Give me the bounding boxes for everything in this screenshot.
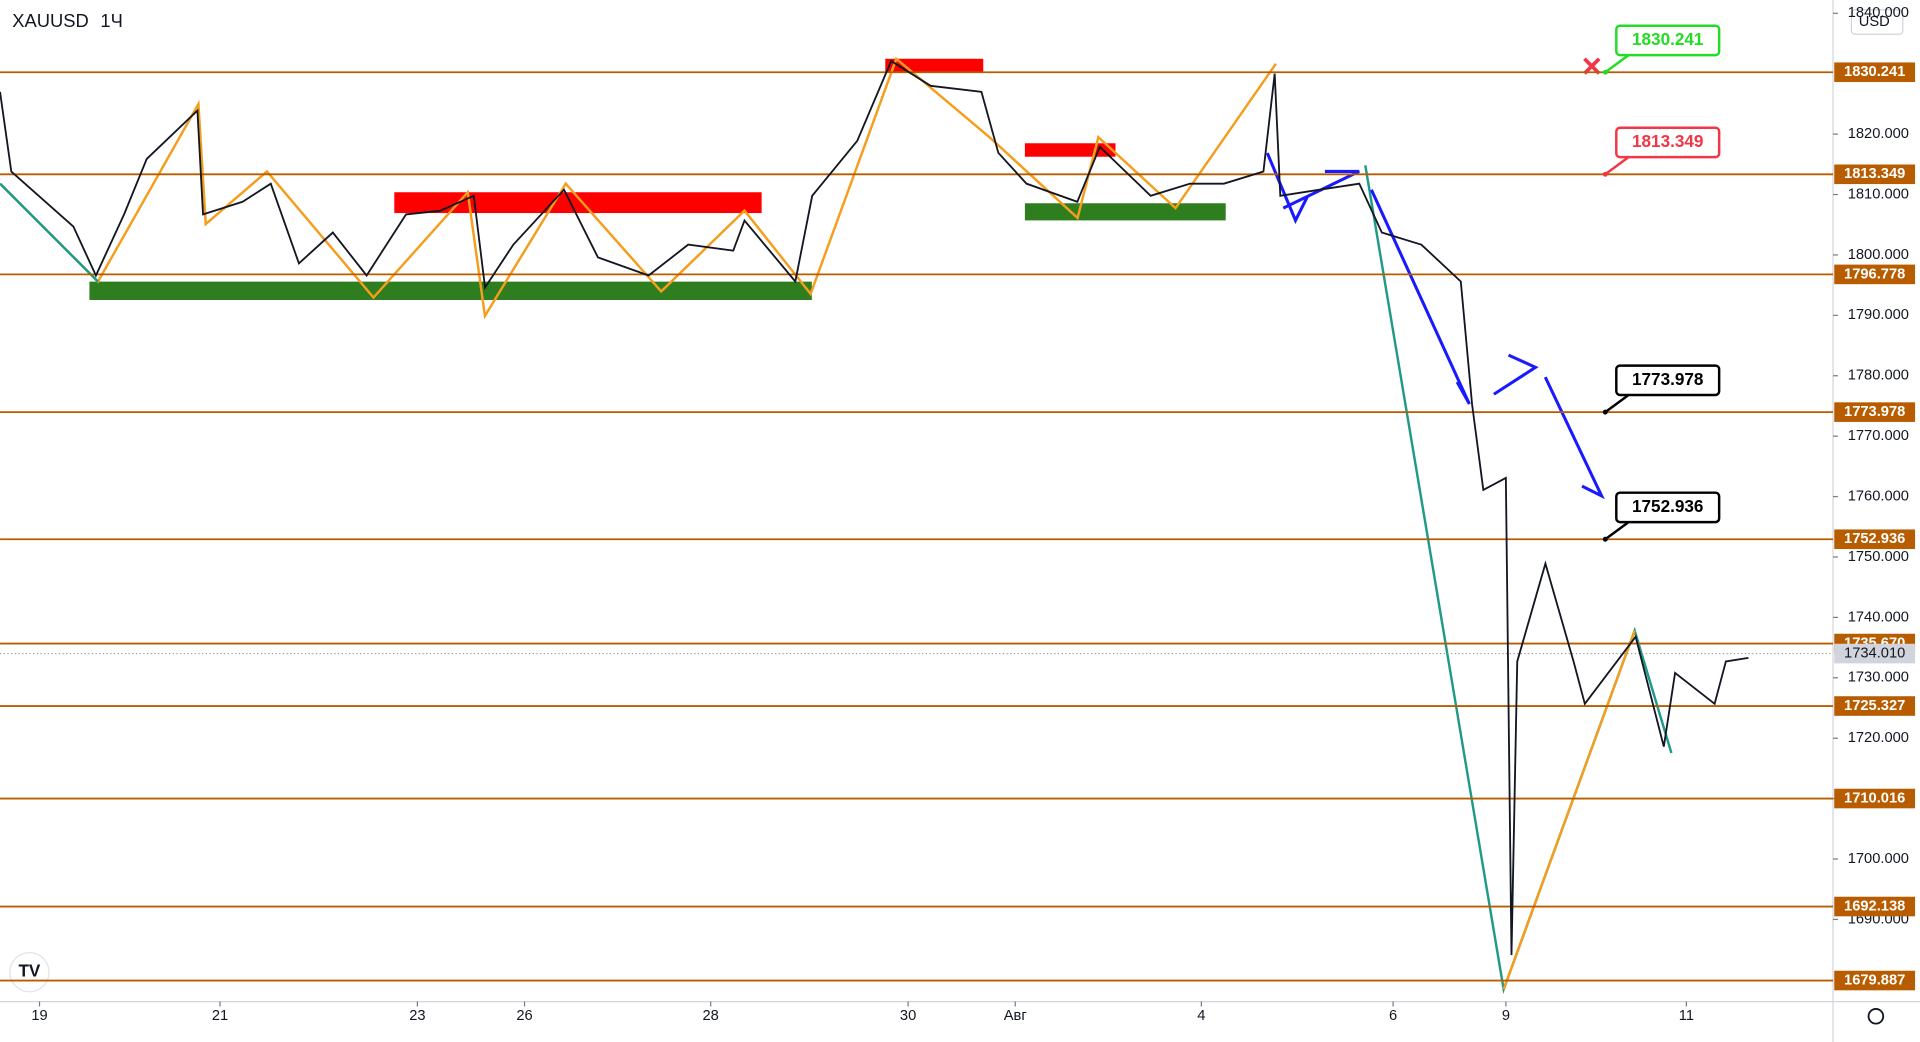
x-tick-label: 6: [1389, 1008, 1397, 1024]
callout-label: 1813.349: [1632, 131, 1703, 151]
arrow: [1370, 189, 1471, 405]
level-label-box: [1834, 970, 1916, 991]
zigzag-orange: [1502, 630, 1636, 990]
callout-label: 1773.978: [1632, 369, 1703, 389]
x-tick-label: 4: [1197, 1008, 1205, 1024]
level-label: 1692.138: [1844, 898, 1905, 914]
callout-pointer: [1604, 521, 1630, 541]
x-tick-label: Авг: [1004, 1008, 1027, 1024]
level-label: 1752.936: [1844, 531, 1905, 547]
level-label: 1679.887: [1844, 972, 1905, 988]
logo: [9, 952, 50, 993]
level-label-box: [1834, 62, 1916, 83]
x-tick-label: 21: [212, 1008, 228, 1024]
level-label: 1813.349: [1844, 166, 1905, 182]
level-label-box: [1834, 264, 1916, 285]
x-tick-label: 19: [31, 1008, 47, 1024]
logo-mark: TV: [18, 961, 40, 981]
cross-marker: [1583, 57, 1601, 75]
level-label: 1796.778: [1844, 266, 1905, 282]
callout-box: [1615, 491, 1721, 524]
arrow: [1543, 376, 1605, 500]
callout-box: [1615, 364, 1721, 397]
level-label-box: [1834, 402, 1916, 422]
symbol-title: XAUUSD: [12, 10, 89, 31]
currency-button[interactable]: [1850, 9, 1904, 35]
y-tick-label: 1810.000: [1848, 186, 1909, 202]
last-price-box: [1834, 643, 1916, 664]
x-tick-label: 26: [516, 1008, 532, 1024]
zigzag-orange: [0, 56, 1277, 320]
level-label: 1710.016: [1844, 790, 1905, 806]
x-tick-label: 11: [1679, 1008, 1694, 1024]
y-tick-label: 1700.000: [1848, 851, 1909, 867]
x-tick-label: 23: [409, 1008, 425, 1024]
level-label: 1725.327: [1844, 698, 1905, 714]
y-tick-label: 1720.000: [1848, 730, 1909, 746]
last-price-label: 1734.010: [1844, 645, 1905, 661]
level-label-box: [1834, 896, 1916, 917]
x-tick-label: 28: [703, 1008, 719, 1024]
forecast-arrows: [1265, 152, 1605, 500]
callout-box: [1615, 126, 1721, 159]
level-label-box: [1834, 788, 1916, 809]
level-label-box: [1834, 529, 1916, 550]
level-label: 1830.241: [1844, 64, 1905, 80]
resistance-zone: [1024, 143, 1116, 157]
y-tick-label: 1840.000: [1848, 5, 1909, 21]
level-label-box: [1834, 164, 1916, 185]
x-tick-label: 30: [900, 1008, 916, 1024]
y-tick-label: 1730.000: [1848, 670, 1909, 686]
price-line: [0, 59, 1749, 956]
callout-pointer: [1604, 54, 1630, 74]
interval: 1Ч: [100, 10, 122, 31]
level-label-box: [1834, 696, 1916, 716]
y-tick-label: 1790.000: [1848, 307, 1909, 323]
y-tick-label: 1740.000: [1848, 609, 1909, 625]
arrow: [1265, 152, 1310, 225]
y-tick-label: 1780.000: [1848, 368, 1909, 384]
y-tick-label: 1770.000: [1848, 428, 1909, 444]
x-tick-label: 9: [1502, 1008, 1510, 1024]
zigzag-teal: [0, 182, 99, 283]
callout-pointer: [1604, 393, 1630, 414]
callout-label: 1752.936: [1632, 496, 1703, 516]
arrow: [1282, 169, 1360, 210]
y-tick-label: 1760.000: [1848, 488, 1909, 504]
callout-label: 1830.241: [1632, 29, 1704, 49]
callout-pointer: [1604, 156, 1630, 176]
y-tick-label: 1800.000: [1848, 247, 1909, 263]
y-tick-label: 1750.000: [1848, 549, 1909, 565]
callout-box: [1615, 24, 1721, 57]
level-label: 1773.978: [1844, 404, 1905, 420]
support-zone: [89, 281, 812, 300]
resistance-zone: [394, 192, 762, 214]
y-tick-label: 1820.000: [1848, 126, 1909, 142]
currency[interactable]: USD: [1859, 14, 1890, 30]
arrow: [1493, 353, 1539, 396]
settings-icon[interactable]: [1867, 1008, 1885, 1025]
support-zone: [1024, 203, 1226, 221]
